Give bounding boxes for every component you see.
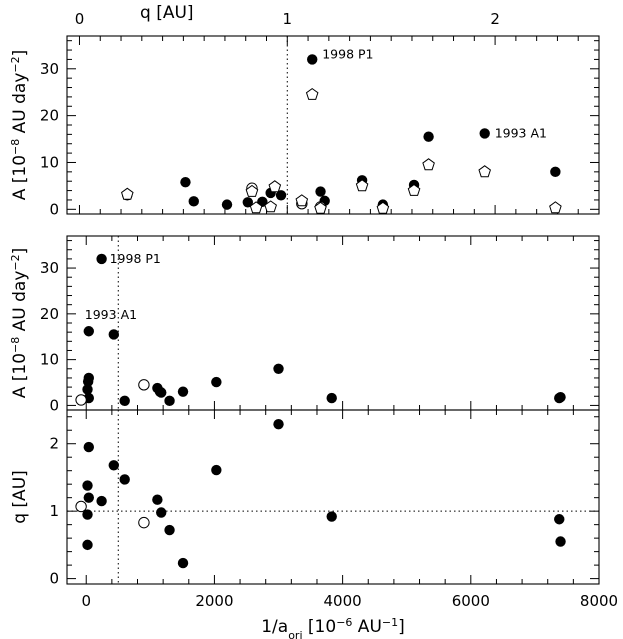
- comet-annotation: 1998 P1: [322, 46, 373, 61]
- open-pentagon-point: [121, 187, 134, 200]
- filled-circle-point: [273, 418, 284, 430]
- filled-circle-point: [242, 197, 253, 208]
- axis-ticks: [67, 36, 600, 584]
- filled-circle-point: [83, 492, 94, 503]
- filled-circle-point: [273, 363, 284, 374]
- filled-circle-point: [188, 196, 199, 207]
- y-tick-label: 0: [49, 570, 59, 588]
- x-tick-label: 8000: [580, 592, 618, 610]
- filled-circle-point: [108, 460, 119, 471]
- comet-annotation: 1993 A1: [495, 125, 547, 140]
- top-x-axis-label: q [AU]: [140, 3, 194, 23]
- open-circle-point: [138, 379, 150, 391]
- filled-circle-point: [83, 441, 94, 453]
- open-circle-point: [138, 516, 150, 529]
- filled-circle-point: [156, 507, 167, 518]
- open-pentagon-point: [407, 183, 421, 196]
- y-tick-label: 30: [40, 60, 59, 78]
- filled-circle-point: [82, 509, 93, 520]
- reference-lines: [67, 36, 599, 584]
- filled-circle-point: [82, 376, 94, 387]
- x-tick-label: 4000: [324, 592, 362, 610]
- filled-circle-point: [164, 524, 175, 536]
- data-marks: [75, 54, 566, 569]
- open-pentagon-point: [245, 184, 259, 197]
- open-circle-point: [75, 500, 87, 513]
- filled-circle-point: [550, 166, 561, 178]
- filled-circle-point: [164, 395, 175, 407]
- filled-circle-point: [423, 131, 434, 142]
- open-pentagon-point: [305, 87, 319, 100]
- y-tick-label: 20: [40, 305, 59, 323]
- bottom-panel-frame: [66, 409, 600, 585]
- filled-circle-point: [108, 329, 119, 340]
- filled-circle-point: [82, 384, 93, 395]
- open-pentagon-point: [249, 201, 263, 214]
- y-tick-label: 20: [40, 107, 59, 125]
- comet-annotation: 1993 A1: [85, 307, 137, 322]
- filled-circle-point: [82, 539, 93, 551]
- top-x-tick-label: 0: [75, 10, 85, 28]
- y-tick-label: 10: [40, 153, 59, 171]
- y-tick-label: 1: [49, 502, 59, 520]
- filled-circle-point: [221, 199, 233, 210]
- filled-circle-point: [315, 186, 326, 197]
- bottom-y-axis-label: q [AU]: [10, 470, 30, 524]
- x-tick-label: 0: [81, 592, 91, 610]
- middle-y-axis-label: A [10−8 AU day−2]: [9, 248, 31, 399]
- y-tick-label: 0: [49, 200, 59, 218]
- open-pentagon-point: [422, 158, 435, 171]
- comet-annotation: 1998 P1: [110, 251, 161, 266]
- open-pentagon-point: [549, 201, 562, 214]
- open-pentagon-point: [355, 179, 369, 192]
- open-pentagon-point: [376, 201, 390, 214]
- filled-circle-point: [119, 474, 130, 485]
- filled-circle-point: [119, 395, 130, 407]
- y-tick-label: 0: [49, 396, 59, 414]
- filled-circle-point: [554, 514, 565, 525]
- filled-circle-point: [82, 480, 93, 491]
- open-pentagon-point: [314, 201, 327, 214]
- filled-circle-point: [555, 391, 566, 403]
- filled-circle-point: [555, 536, 566, 547]
- y-tick-label: 2: [49, 435, 59, 453]
- filled-circle-point: [83, 326, 94, 337]
- top-y-axis-label: A [10−8 AU day−2]: [9, 50, 31, 201]
- filled-circle-point: [177, 386, 189, 397]
- filled-circle-point: [177, 557, 189, 569]
- y-tick-label: 10: [40, 351, 59, 369]
- open-pentagon-point: [264, 200, 277, 213]
- annotations: 1998 P1 1993 A1 1998 P1 1993 A1: [85, 46, 547, 322]
- filled-circle-point: [275, 190, 287, 201]
- open-pentagon-point: [268, 180, 282, 193]
- filled-circle-point: [96, 495, 107, 507]
- open-pentagon-point: [295, 194, 309, 207]
- x-tick-label: 2000: [195, 592, 233, 610]
- filled-circle-point: [156, 387, 167, 398]
- filled-circle-point: [307, 54, 318, 65]
- open-pentagon-point: [478, 165, 491, 178]
- filled-circle-point: [211, 376, 222, 388]
- y-tick-label: 30: [40, 259, 59, 277]
- filled-circle-point: [479, 128, 490, 139]
- top-x-tick-label: 2: [490, 10, 500, 28]
- filled-circle-point: [326, 392, 337, 404]
- x-tick-label: 6000: [452, 592, 490, 610]
- filled-circle-point: [96, 253, 107, 265]
- bottom-x-axis-label: 1/aori [10−6 AU−1]: [261, 616, 405, 639]
- open-circle-point: [75, 394, 87, 406]
- top-x-tick-label: 1: [283, 10, 293, 28]
- filled-circle-point: [180, 176, 191, 188]
- filled-circle-point: [211, 464, 222, 476]
- filled-circle-point: [326, 511, 337, 522]
- filled-circle-point: [152, 494, 163, 505]
